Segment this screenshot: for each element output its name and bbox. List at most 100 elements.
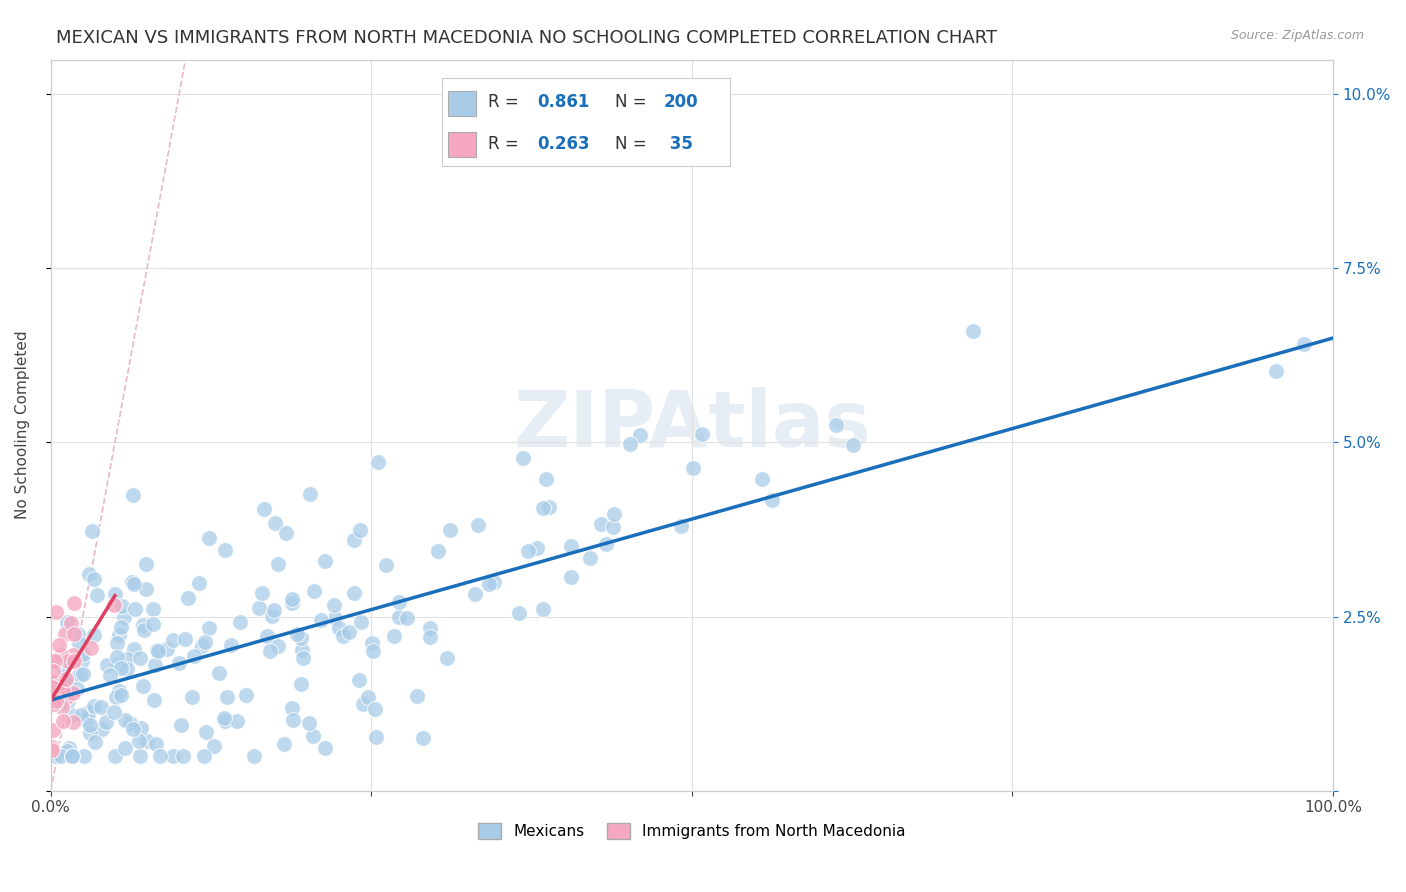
Point [53,627,76,641]
Point [526,541,548,556]
Point [273,738,295,752]
Point [367,455,389,469]
Point [382,629,405,643]
Point [256,629,278,643]
Point [110,620,132,634]
Point [41,686,63,700]
Point [62,654,84,668]
Point [217,690,239,704]
Point [128,734,150,748]
Point [82,524,104,538]
Point [42,723,65,738]
Point [193,748,215,763]
Point [162,632,184,647]
Point [388,595,411,609]
Point [60,615,83,630]
Point [45,605,67,619]
Point [80,641,103,656]
Point [122,577,145,591]
Point [842,438,865,452]
Point [363,644,385,658]
Point [347,673,370,687]
Point [198,621,221,635]
Point [104,748,127,763]
Point [259,644,281,658]
Point [69,668,91,682]
Text: Source: ZipAtlas.com: Source: ZipAtlas.com [1230,29,1364,42]
Point [825,418,848,433]
Point [72,666,94,681]
Point [194,635,217,649]
Point [107,628,129,642]
Point [191,640,214,654]
Point [105,690,128,704]
Point [266,639,288,653]
Point [412,731,434,746]
Point [135,582,157,597]
Point [41,678,63,692]
Point [174,632,197,647]
Point [142,601,165,615]
Point [512,451,534,466]
Point [149,748,172,763]
Point [79,725,101,739]
Point [56,690,79,704]
Point [67,636,90,650]
Point [94,714,117,729]
Point [79,705,101,719]
Point [242,748,264,763]
Point [349,523,371,537]
Point [121,575,143,590]
Point [375,558,398,572]
Point [298,486,321,500]
Point [142,616,165,631]
Point [59,681,82,696]
Point [482,574,505,589]
Point [105,650,128,665]
Point [145,737,167,751]
Point [107,657,129,672]
Point [46,654,69,668]
Point [603,507,626,521]
Point [42,664,65,678]
Point [478,577,501,591]
Point [436,650,458,665]
Point [388,609,411,624]
Point [104,587,127,601]
Point [131,618,153,632]
Point [464,587,486,601]
Point [121,488,143,502]
Point [55,672,77,686]
Point [281,701,304,715]
Point [108,684,131,698]
Point [41,687,63,701]
Point [60,748,83,763]
Point [58,673,80,688]
Point [162,748,184,763]
Point [41,680,63,694]
Legend: Mexicans, Immigrants from North Macedonia: Mexicans, Immigrants from North Macedoni… [472,817,912,845]
Point [156,641,179,656]
Point [117,651,139,665]
Point [682,460,704,475]
Point [69,708,91,723]
Point [226,714,249,728]
Point [51,700,73,714]
Point [314,741,336,756]
Point [247,600,270,615]
Point [56,653,79,667]
Point [132,623,155,637]
Point [56,615,79,629]
Point [250,586,273,600]
Point [350,615,373,629]
Point [129,721,152,735]
Point [366,730,388,744]
Point [60,748,83,763]
Point [406,689,429,703]
Point [146,643,169,657]
Point [62,627,84,641]
Point [45,679,67,693]
Point [619,437,641,451]
Point [235,688,257,702]
Point [75,714,97,728]
